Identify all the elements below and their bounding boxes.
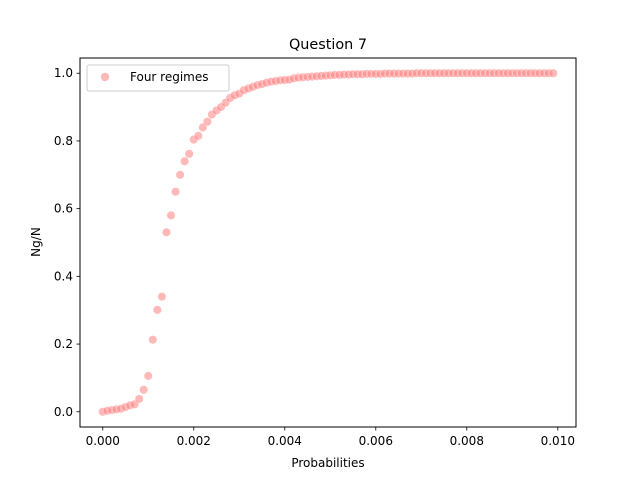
y-tick-label: 1.0 — [54, 66, 73, 80]
data-point — [134, 394, 144, 404]
y-axis-ticks: 0.0 0.2 0.4 0.6 0.8 1.0 — [54, 66, 80, 419]
legend-marker — [100, 72, 110, 82]
y-tick-label: 0.8 — [54, 134, 73, 148]
data-point — [193, 131, 203, 141]
legend: Four regimes — [86, 64, 230, 92]
data-points — [98, 68, 558, 417]
x-tick-label: 0.004 — [268, 434, 302, 448]
x-tick-label: 0.010 — [541, 434, 575, 448]
data-point — [143, 371, 153, 381]
x-tick-label: 0.000 — [86, 434, 120, 448]
legend-entry-four-regimes: Four regimes — [130, 70, 209, 84]
data-point — [152, 305, 162, 315]
data-point — [171, 187, 181, 197]
y-axis-label: Ng/N — [29, 227, 43, 257]
data-point — [175, 170, 185, 180]
y-tick-label: 0.2 — [54, 337, 73, 351]
data-point — [162, 227, 171, 237]
data-point — [202, 117, 212, 127]
chart-title: Question 7 — [289, 37, 367, 53]
data-point — [166, 210, 176, 220]
y-tick-label: 0.6 — [54, 202, 73, 216]
x-axis-ticks: 0.000 0.002 0.004 0.006 0.008 0.010 — [86, 427, 575, 448]
x-axis-label: Probabilities — [291, 456, 364, 470]
data-point — [548, 68, 558, 78]
data-point — [184, 149, 194, 159]
plot-frame — [79, 57, 577, 428]
data-point — [139, 385, 149, 395]
data-point — [148, 335, 158, 345]
x-tick-label: 0.008 — [450, 434, 484, 448]
y-tick-label: 0.4 — [54, 269, 73, 283]
x-tick-label: 0.006 — [359, 434, 393, 448]
legend-box — [86, 64, 230, 92]
x-tick-label: 0.002 — [177, 434, 211, 448]
y-tick-label: 0.0 — [54, 405, 73, 419]
data-point — [157, 292, 167, 302]
data-point — [180, 156, 190, 166]
